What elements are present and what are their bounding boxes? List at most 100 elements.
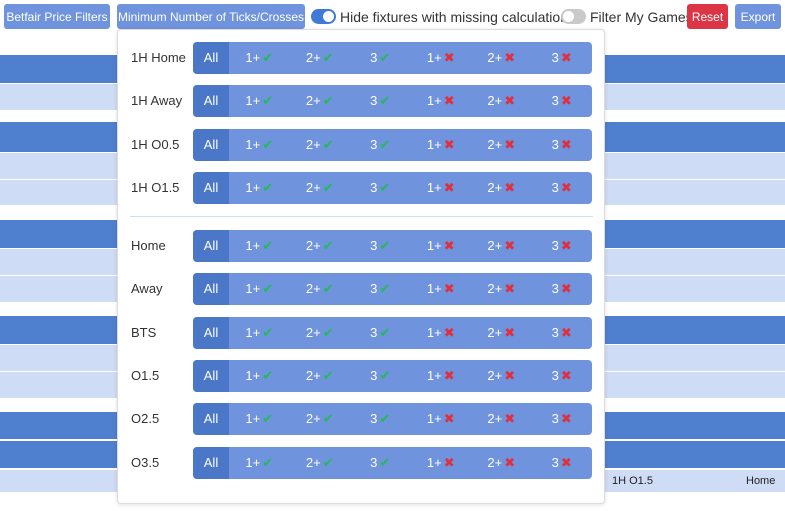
option-o2-cross-button[interactable]: 2+ ✖ xyxy=(471,85,532,117)
option-o2-tick-button[interactable]: 2+ ✔ xyxy=(290,42,351,74)
option-o1-cross-button[interactable]: 1+ ✖ xyxy=(411,172,472,204)
option-o1-tick-button[interactable]: 1+ ✔ xyxy=(229,172,290,204)
option-label: 1+ xyxy=(426,50,442,65)
option-button-group: All 1+ ✔ 2+ ✔ 3 ✔ 1+ ✖ 2+ ✖ 3 ✖ xyxy=(193,230,592,262)
option-label: 1+ xyxy=(245,281,261,296)
option-o1-cross-button[interactable]: 1+ ✖ xyxy=(411,447,472,479)
option-o2-cross-button[interactable]: 2+ ✖ xyxy=(471,129,532,161)
option-o2-cross-button[interactable]: 2+ ✖ xyxy=(471,317,532,349)
option-o1-tick-button[interactable]: 1+ ✔ xyxy=(229,317,290,349)
option-o1-cross-button[interactable]: 1+ ✖ xyxy=(411,403,472,435)
option-o3-tick-button[interactable]: 3 ✔ xyxy=(350,172,411,204)
option-o3-cross-button[interactable]: 3 ✖ xyxy=(532,360,593,392)
option-o2-tick-button[interactable]: 2+ ✔ xyxy=(290,85,351,117)
option-all-button[interactable]: All xyxy=(193,317,229,349)
option-o3-tick-button[interactable]: 3 ✔ xyxy=(350,230,411,262)
option-o3-cross-button[interactable]: 3 ✖ xyxy=(532,230,593,262)
option-all-button[interactable]: All xyxy=(193,85,229,117)
option-o3-tick-button[interactable]: 3 ✔ xyxy=(350,42,411,74)
option-o2-tick-button[interactable]: 2+ ✔ xyxy=(290,447,351,479)
option-o2-cross-button[interactable]: 2+ ✖ xyxy=(471,172,532,204)
option-all-button[interactable]: All xyxy=(193,447,229,479)
option-all-button[interactable]: All xyxy=(193,172,229,204)
option-o3-cross-button[interactable]: 3 ✖ xyxy=(532,317,593,349)
option-o1-tick-button[interactable]: 1+ ✔ xyxy=(229,85,290,117)
option-o1-tick-button[interactable]: 1+ ✔ xyxy=(229,447,290,479)
option-label: 2+ xyxy=(487,50,503,65)
option-o2-cross-button[interactable]: 2+ ✖ xyxy=(471,360,532,392)
option-button-group: All 1+ ✔ 2+ ✔ 3 ✔ 1+ ✖ 2+ ✖ 3 ✖ xyxy=(193,42,592,74)
option-o3-tick-button[interactable]: 3 ✔ xyxy=(350,317,411,349)
option-o2-tick-button[interactable]: 2+ ✔ xyxy=(290,129,351,161)
option-o2-tick-button[interactable]: 2+ ✔ xyxy=(290,273,351,305)
option-o2-cross-button[interactable]: 2+ ✖ xyxy=(471,42,532,74)
cross-icon: ✖ xyxy=(504,50,516,65)
option-label: 3 xyxy=(551,93,559,108)
option-label: 3 xyxy=(370,93,378,108)
filter-row-label: 1H Away xyxy=(131,93,183,108)
option-o2-tick-button[interactable]: 2+ ✔ xyxy=(290,360,351,392)
option-o1-cross-button[interactable]: 1+ ✖ xyxy=(411,85,472,117)
option-o1-cross-button[interactable]: 1+ ✖ xyxy=(411,273,472,305)
option-label: 3 xyxy=(551,137,559,152)
option-o3-cross-button[interactable]: 3 ✖ xyxy=(532,85,593,117)
option-o2-cross-button[interactable]: 2+ ✖ xyxy=(471,230,532,262)
divider xyxy=(130,216,593,217)
option-o3-cross-button[interactable]: 3 ✖ xyxy=(532,273,593,305)
option-o3-tick-button[interactable]: 3 ✔ xyxy=(350,403,411,435)
option-all-button[interactable]: All xyxy=(193,273,229,305)
option-o3-cross-button[interactable]: 3 ✖ xyxy=(532,129,593,161)
option-label: 1+ xyxy=(245,368,261,383)
option-o2-tick-button[interactable]: 2+ ✔ xyxy=(290,403,351,435)
option-o2-cross-button[interactable]: 2+ ✖ xyxy=(471,403,532,435)
check-icon: ✔ xyxy=(379,325,391,340)
option-o3-tick-button[interactable]: 3 ✔ xyxy=(350,447,411,479)
option-o3-tick-button[interactable]: 3 ✔ xyxy=(350,360,411,392)
option-o1-tick-button[interactable]: 1+ ✔ xyxy=(229,230,290,262)
option-o2-tick-button[interactable]: 2+ ✔ xyxy=(290,230,351,262)
option-o1-tick-button[interactable]: 1+ ✔ xyxy=(229,403,290,435)
check-icon: ✔ xyxy=(262,50,274,65)
option-o1-cross-button[interactable]: 1+ ✖ xyxy=(411,360,472,392)
option-o1-cross-button[interactable]: 1+ ✖ xyxy=(411,129,472,161)
option-label: 2+ xyxy=(487,368,503,383)
reset-button[interactable]: Reset xyxy=(687,4,728,29)
export-button[interactable]: Export xyxy=(735,4,781,29)
option-o2-cross-button[interactable]: 2+ ✖ xyxy=(471,273,532,305)
option-o3-tick-button[interactable]: 3 ✔ xyxy=(350,273,411,305)
option-o3-cross-button[interactable]: 3 ✖ xyxy=(532,42,593,74)
option-o2-cross-button[interactable]: 2+ ✖ xyxy=(471,447,532,479)
option-button-group: All 1+ ✔ 2+ ✔ 3 ✔ 1+ ✖ 2+ ✖ 3 ✖ xyxy=(193,85,592,117)
option-o1-tick-button[interactable]: 1+ ✔ xyxy=(229,42,290,74)
betfair-price-filters-button[interactable]: Betfair Price Filters xyxy=(4,4,110,29)
option-o2-tick-button[interactable]: 2+ ✔ xyxy=(290,317,351,349)
option-o1-cross-button[interactable]: 1+ ✖ xyxy=(411,230,472,262)
option-label: 3 xyxy=(551,50,559,65)
option-o3-cross-button[interactable]: 3 ✖ xyxy=(532,403,593,435)
option-label: 1+ xyxy=(426,238,442,253)
cross-icon: ✖ xyxy=(560,137,572,152)
option-all-button[interactable]: All xyxy=(193,129,229,161)
hide-missing-toggle[interactable] xyxy=(311,9,336,24)
check-icon: ✔ xyxy=(262,238,274,253)
option-o3-tick-button[interactable]: 3 ✔ xyxy=(350,85,411,117)
filter-row: O2.5 All 1+ ✔ 2+ ✔ 3 ✔ 1+ ✖ 2+ ✖ 3 ✖ xyxy=(118,403,604,435)
option-label: 3 xyxy=(370,281,378,296)
option-label: 1+ xyxy=(245,50,261,65)
option-o3-cross-button[interactable]: 3 ✖ xyxy=(532,172,593,204)
option-o3-tick-button[interactable]: 3 ✔ xyxy=(350,129,411,161)
filter-my-games-toggle[interactable] xyxy=(561,9,586,24)
option-o1-tick-button[interactable]: 1+ ✔ xyxy=(229,360,290,392)
option-o2-tick-button[interactable]: 2+ ✔ xyxy=(290,172,351,204)
option-o1-tick-button[interactable]: 1+ ✔ xyxy=(229,129,290,161)
option-all-button[interactable]: All xyxy=(193,42,229,74)
option-all-button[interactable]: All xyxy=(193,403,229,435)
option-all-button[interactable]: All xyxy=(193,230,229,262)
option-o1-cross-button[interactable]: 1+ ✖ xyxy=(411,317,472,349)
option-o3-cross-button[interactable]: 3 ✖ xyxy=(532,447,593,479)
minimum-ticks-crosses-button[interactable]: Minimum Number of Ticks/Crosses xyxy=(117,4,305,29)
filter-row: Away All 1+ ✔ 2+ ✔ 3 ✔ 1+ ✖ 2+ ✖ 3 ✖ xyxy=(118,273,604,305)
option-all-button[interactable]: All xyxy=(193,360,229,392)
option-o1-cross-button[interactable]: 1+ ✖ xyxy=(411,42,472,74)
option-o1-tick-button[interactable]: 1+ ✔ xyxy=(229,273,290,305)
